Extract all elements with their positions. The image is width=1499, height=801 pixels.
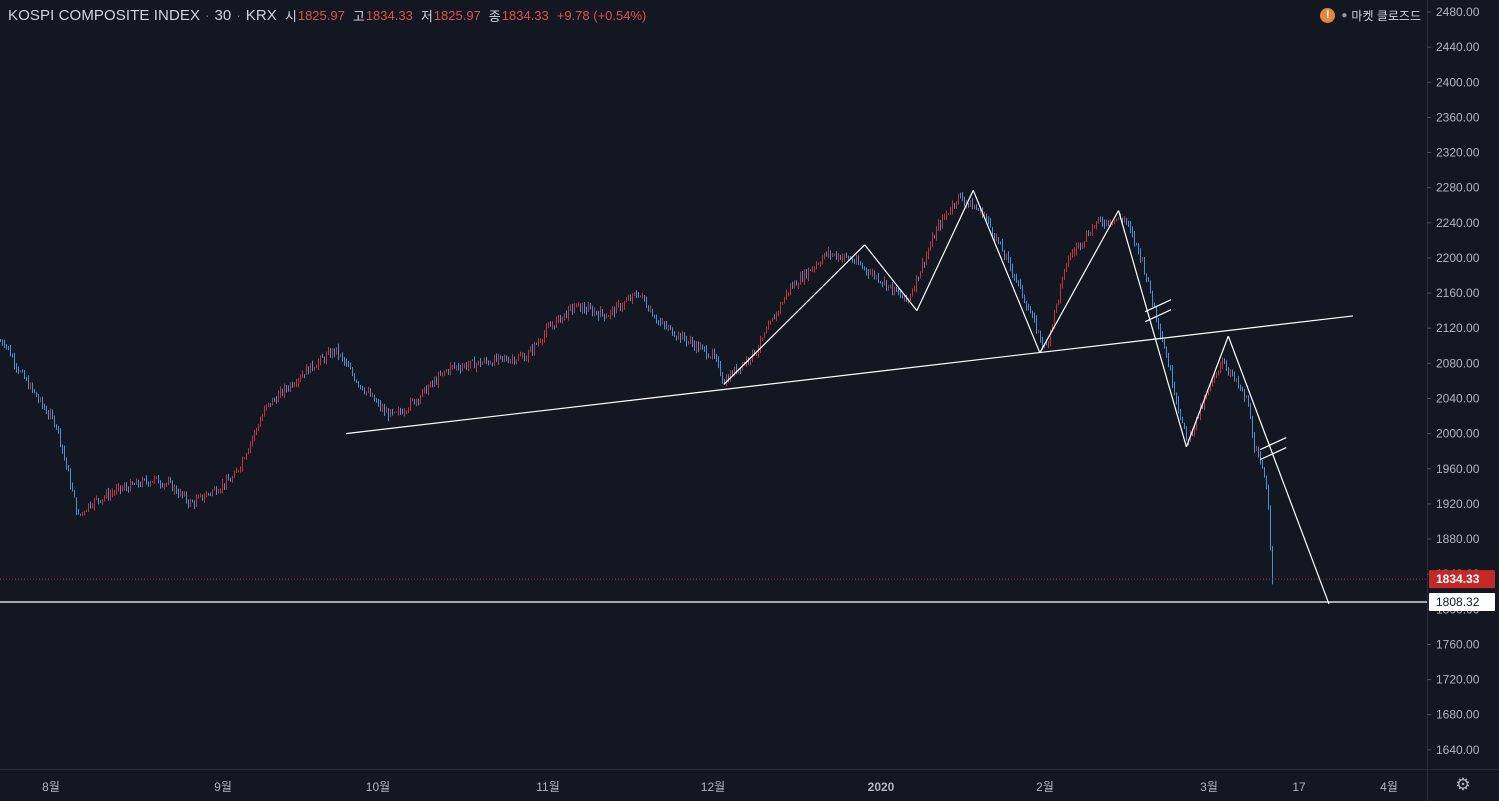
high-label: 고 [352, 8, 365, 24]
trendline [1117, 210, 1187, 447]
trendline [345, 315, 1354, 435]
horizontal-lines-layer [0, 578, 1427, 603]
interval[interactable]: 30 [214, 6, 232, 24]
line-price-badge-label: 1808.32 [1436, 595, 1480, 609]
candles-layer [0, 192, 1273, 585]
trendline [1039, 210, 1120, 354]
break-mark [1144, 309, 1172, 323]
y-tick-label: 2120.00 [1436, 321, 1480, 335]
close-label: 종 [488, 8, 501, 24]
break-mark [1260, 437, 1287, 451]
market-status[interactable]: ! ● 마켓 클로즈드 [1320, 6, 1421, 24]
legend-separator-icon: · [236, 7, 241, 23]
y-tick-label: 1760.00 [1436, 637, 1480, 651]
market-status-label: 마켓 클로즈드 [1351, 8, 1421, 23]
line-price-badge [1429, 593, 1495, 612]
x-tick-label: 4월 [1380, 780, 1398, 794]
low-label: 저 [420, 8, 433, 24]
price-axis [1427, 0, 1499, 801]
x-tick-label: 12월 [701, 780, 725, 794]
y-tick-label: 2080.00 [1436, 356, 1480, 370]
y-tick-label: 2280.00 [1436, 181, 1480, 195]
y-tick-label: 1640.00 [1436, 743, 1480, 757]
y-tick-label: 2200.00 [1436, 251, 1480, 265]
x-tick-label: 11월 [536, 780, 560, 794]
high-value: 1834.33 [365, 7, 413, 23]
y-tick-label: 2400.00 [1436, 75, 1480, 89]
low-value: 1825.97 [433, 7, 481, 23]
drawings-layer [345, 190, 1354, 605]
status-dot-icon: ● [1341, 9, 1348, 21]
change-value: +9.78 (+0.54%) [556, 7, 647, 23]
x-tick-label: 2020 [868, 780, 895, 794]
close-value: 1834.33 [501, 7, 549, 23]
y-tick-label: 1960.00 [1436, 462, 1480, 476]
y-tick-label: 1680.00 [1436, 708, 1480, 722]
trendline [916, 190, 974, 311]
trendline [1185, 335, 1229, 448]
open-label: 시 [284, 8, 297, 24]
x-tick-label: 8월 [42, 780, 60, 794]
y-tick-label: 2320.00 [1436, 146, 1480, 160]
x-tick-label: 9월 [214, 780, 232, 794]
legend-separator-icon: · [205, 7, 210, 23]
break-mark [1144, 299, 1172, 313]
y-tick-label: 2240.00 [1436, 216, 1480, 230]
trendline [972, 190, 1041, 354]
y-tick-label: 2480.00 [1436, 5, 1480, 19]
y-tick-label: 2000.00 [1436, 427, 1480, 441]
trendline [864, 244, 918, 312]
y-tick-label: 2360.00 [1436, 110, 1480, 124]
gear-icon[interactable]: ⚙ [1455, 775, 1471, 795]
y-tick-label: 2440.00 [1436, 40, 1480, 54]
open-value: 1825.97 [297, 7, 345, 23]
x-tick-label: 3월 [1200, 780, 1218, 794]
y-tick-label: 1920.00 [1436, 497, 1480, 511]
symbol-name[interactable]: KOSPI COMPOSITE INDEX [8, 6, 201, 24]
exchange: KRX [245, 6, 277, 24]
last-price-badge-label: 1834.33 [1436, 572, 1480, 586]
time-axis [0, 769, 1427, 801]
y-tick-label: 2040.00 [1436, 391, 1480, 405]
chart-legend: KOSPI COMPOSITE INDEX · 30 · KRX 시 1825.… [8, 5, 646, 25]
x-tick-label: 10월 [366, 780, 390, 794]
break-mark [1260, 447, 1287, 461]
x-tick-label: 17 [1292, 780, 1306, 794]
last-price-badge [1429, 570, 1495, 589]
warning-icon[interactable]: ! [1320, 7, 1336, 23]
trendline [723, 244, 866, 385]
x-tick-label: 2월 [1036, 780, 1054, 794]
y-tick-label: 1720.00 [1436, 673, 1480, 687]
y-tick-label: 1880.00 [1436, 532, 1480, 546]
trendline [1227, 335, 1330, 605]
y-tick-label: 2160.00 [1436, 286, 1480, 300]
